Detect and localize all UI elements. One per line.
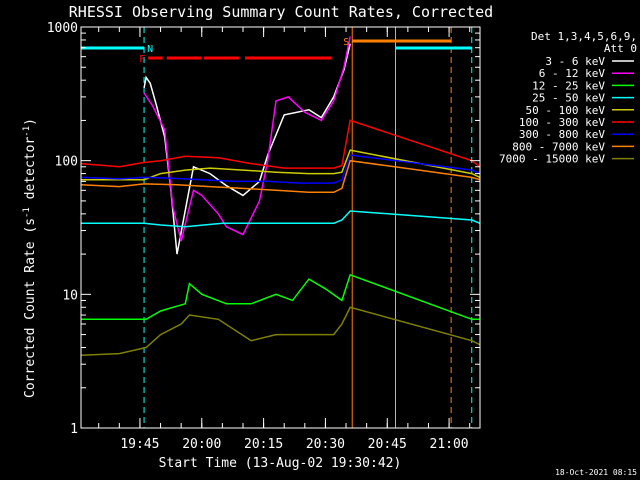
x-axis-label: Start Time (13-Aug-02 19:30:42) <box>159 456 402 471</box>
legend-header-1: Det 1,3,4,5,6,9, <box>531 30 637 43</box>
y-tick-label-3: 100 <box>55 155 78 170</box>
legend-label-2: 6 - 12 keV <box>539 67 606 80</box>
series-line-2 <box>143 36 351 242</box>
legend-label-7: 300 - 800 keV <box>519 128 605 141</box>
ylabel-part-2: detector <box>23 137 38 208</box>
ylabel-sup-1: -1 <box>22 207 32 218</box>
legend-label-9: 7000 - 15000 keV <box>499 153 605 166</box>
series-line-5 <box>81 149 480 181</box>
chart-title: RHESSI Observing Summary Count Rates, Co… <box>69 3 493 21</box>
ylabel-part-1: Corrected Count Rate (s <box>23 218 38 398</box>
series-line-9 <box>81 306 480 357</box>
series-line-7 <box>81 154 480 184</box>
svg-text:Corrected Count Rate (s-1 dete: Corrected Count Rate (s-1 detector-1) <box>22 118 38 398</box>
y-tick-label-1: 1 <box>70 422 78 437</box>
series-line-3 <box>81 273 480 321</box>
plot-inner <box>81 27 480 428</box>
series-line-8 <box>81 159 480 194</box>
legend-label-8: 800 - 7000 keV <box>512 140 605 153</box>
series-line-1 <box>143 43 351 255</box>
flag-label-n: N <box>147 44 153 55</box>
flag-label-f: F <box>139 54 145 65</box>
flag-label-s: S <box>343 37 349 48</box>
series-line-4 <box>81 210 480 228</box>
ylabel-sup-2: -1 <box>22 126 32 137</box>
legend-label-1: 3 - 6 keV <box>545 55 605 68</box>
x-tick-label-3: 20:15 <box>244 437 283 452</box>
y-tick-label-2: 10 <box>62 288 78 303</box>
legend-label-6: 100 - 300 keV <box>519 116 605 129</box>
legend-label-5: 50 - 100 keV <box>526 104 606 117</box>
x-tick-label-6: 21:00 <box>430 437 469 452</box>
series-line-6 <box>81 119 480 169</box>
y-axis-label: Corrected Count Rate (s-1 detector-1) <box>22 118 38 398</box>
x-tick-label-1: 19:45 <box>120 437 159 452</box>
axes-frame <box>80 26 481 429</box>
plot-area: NF S <box>81 27 480 428</box>
x-tick-label-2: 20:00 <box>182 437 221 452</box>
x-tick-label-5: 20:45 <box>368 437 407 452</box>
legend-label-4: 25 - 50 keV <box>532 92 605 105</box>
x-tick-label-4: 20:30 <box>306 437 345 452</box>
timestamp-label: 18-Oct-2021 08:15 <box>555 468 637 477</box>
ylabel-part-3: ) <box>23 118 38 126</box>
axes: 1 10 100 1000 19:45 20:00 20:15 20:30 20:45 21:00 <box>47 21 481 452</box>
legend-label-3: 12 - 25 keV <box>532 79 605 92</box>
legend-header-2: Att 0 <box>604 42 637 55</box>
y-tick-label-4: 1000 <box>47 21 78 36</box>
